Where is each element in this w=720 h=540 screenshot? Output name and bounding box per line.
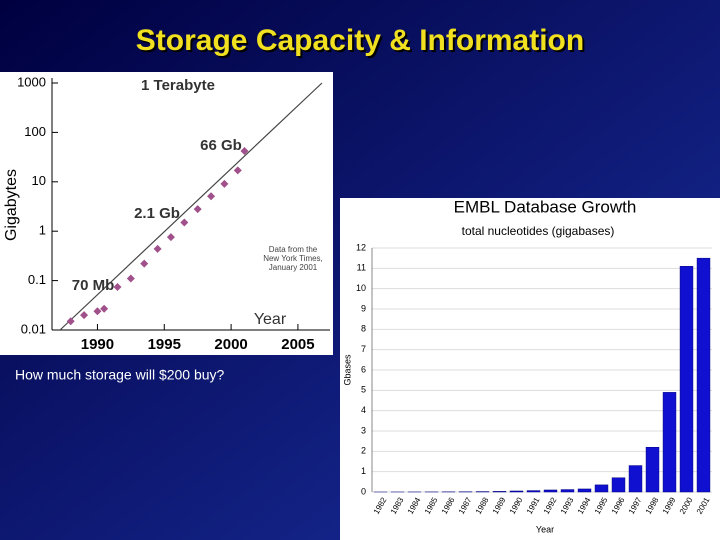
- annotation: 1 Terabyte: [141, 77, 215, 94]
- title-shadow: Storage Capacity & Information: [138, 26, 586, 59]
- y-tick-label: 1: [39, 223, 46, 238]
- y-tick-label: 8: [361, 324, 366, 334]
- y-tick-label: 1: [361, 466, 366, 476]
- point: [220, 179, 229, 188]
- caption: How much storage will $200 buy?: [15, 367, 225, 383]
- bar: [543, 489, 558, 493]
- y-tick-label: 10: [356, 283, 366, 293]
- y-tick-label: 10: [32, 173, 46, 188]
- y-axis-label: Gigabytes: [3, 169, 20, 241]
- point: [233, 166, 242, 175]
- bar: [509, 490, 524, 493]
- y-tick-label: 6: [361, 364, 366, 374]
- point: [80, 311, 89, 320]
- annotation: 70 Mb: [72, 277, 115, 294]
- y-tick-label: 1000: [17, 74, 46, 89]
- bar: [679, 266, 694, 493]
- trend-line: [59, 82, 323, 331]
- point: [140, 259, 149, 268]
- point: [193, 205, 202, 214]
- point: [126, 274, 135, 283]
- bar: [492, 491, 507, 493]
- slide-title: Storage Capacity & Information: [136, 24, 584, 57]
- y-tick-label: 3: [361, 425, 366, 435]
- point: [113, 283, 122, 292]
- chart-panel: [0, 72, 333, 355]
- point: [100, 304, 109, 313]
- y-tick-label: 12: [356, 242, 366, 252]
- bar: [696, 257, 711, 493]
- x-tick-label: 2000: [214, 336, 247, 353]
- chart-subtitle: total nucleotides (gigabases): [462, 224, 615, 238]
- bar: [577, 488, 592, 493]
- bar: [611, 477, 626, 493]
- y-tick-label: 0.01: [21, 321, 46, 336]
- point: [166, 233, 175, 242]
- point: [66, 317, 75, 326]
- x-tick-label: 1990: [81, 336, 114, 353]
- y-tick-label: 0: [361, 486, 366, 496]
- y-tick-label: 4: [361, 405, 366, 415]
- chart-title: EMBL Database Growth: [454, 197, 637, 216]
- annotation: 2.1 Gb: [134, 205, 180, 222]
- note: January 2001: [269, 263, 318, 272]
- note: Data from the: [269, 245, 318, 254]
- y-tick-label: 0.1: [28, 272, 46, 287]
- note: New York Times,: [263, 254, 323, 263]
- point: [153, 244, 162, 253]
- x-tick-label: 2005: [281, 336, 314, 353]
- y-tick-label: 5: [361, 385, 366, 395]
- y-tick-label: 7: [361, 344, 366, 354]
- bar: [594, 484, 609, 493]
- y-tick-label: 100: [24, 124, 46, 139]
- x-axis-label: Year: [254, 311, 287, 328]
- y-tick-label: 11: [357, 263, 366, 273]
- bar: [662, 392, 677, 493]
- y-tick-label: 2: [361, 446, 366, 456]
- bar: [526, 490, 541, 493]
- bar: [628, 465, 643, 493]
- y-tick-label: 9: [361, 303, 366, 313]
- bar: [645, 447, 660, 493]
- point: [207, 192, 216, 201]
- x-axis-label: Year: [536, 524, 554, 534]
- x-tick-label: 1995: [148, 336, 181, 353]
- point: [180, 218, 189, 227]
- point: [240, 147, 249, 156]
- annotation: 66 Gb: [200, 137, 242, 154]
- y-axis-label: Gbases: [342, 354, 352, 386]
- point: [93, 307, 102, 316]
- bar: [560, 489, 575, 493]
